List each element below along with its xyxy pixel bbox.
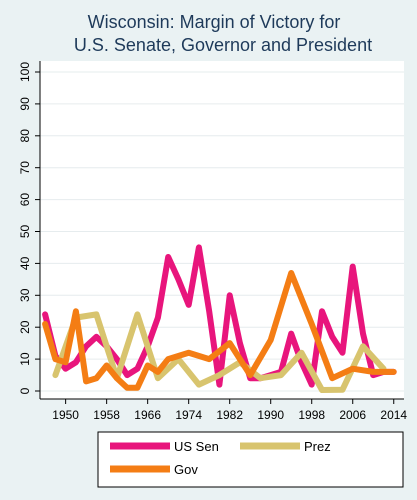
y-tick-label: 70 bbox=[18, 161, 32, 175]
x-tick-label: 1998 bbox=[298, 408, 325, 422]
x-tick-label: 1950 bbox=[52, 408, 79, 422]
grid bbox=[40, 71, 404, 392]
x-tick-label: 2006 bbox=[339, 408, 366, 422]
y-tick-label: 90 bbox=[18, 97, 32, 111]
y-tick-label: 10 bbox=[18, 352, 32, 366]
legend-box bbox=[97, 431, 404, 488]
y-tick-label: 40 bbox=[18, 256, 32, 270]
series-line-gov bbox=[42, 270, 397, 391]
x-tick-label: 2014 bbox=[380, 408, 407, 422]
y-tick-label: 30 bbox=[18, 288, 32, 302]
y-tick-label: 80 bbox=[18, 129, 32, 143]
legend-label: Gov bbox=[174, 462, 198, 477]
x-tick-label: 1974 bbox=[175, 408, 202, 422]
axes: 0 10 20 30 40 50 60 70 80 90 100 1950 1958 1966 1974 19… bbox=[18, 61, 407, 422]
legend-label: Prez bbox=[304, 439, 331, 454]
y-tick-label: 20 bbox=[18, 320, 32, 334]
x-tick-label: 1990 bbox=[257, 408, 284, 422]
series-lines bbox=[42, 244, 397, 393]
series-line-prez bbox=[52, 311, 387, 393]
y-tick-label: 60 bbox=[18, 193, 32, 207]
y-tick-label: 0 bbox=[18, 387, 32, 394]
chart-title: Wisconsin: Margin of Victory for bbox=[88, 12, 341, 32]
y-tick-label: 50 bbox=[18, 225, 32, 239]
chart-subtitle: U.S. Senate, Governor and President bbox=[74, 35, 372, 55]
x-tick-label: 1982 bbox=[216, 408, 243, 422]
x-tick-label: 1958 bbox=[93, 408, 120, 422]
legend-label: US Sen bbox=[174, 439, 219, 454]
x-tick-label: 1966 bbox=[134, 408, 161, 422]
y-tick-label: 100 bbox=[18, 62, 32, 82]
legend: US Sen Prez Gov bbox=[97, 431, 404, 488]
